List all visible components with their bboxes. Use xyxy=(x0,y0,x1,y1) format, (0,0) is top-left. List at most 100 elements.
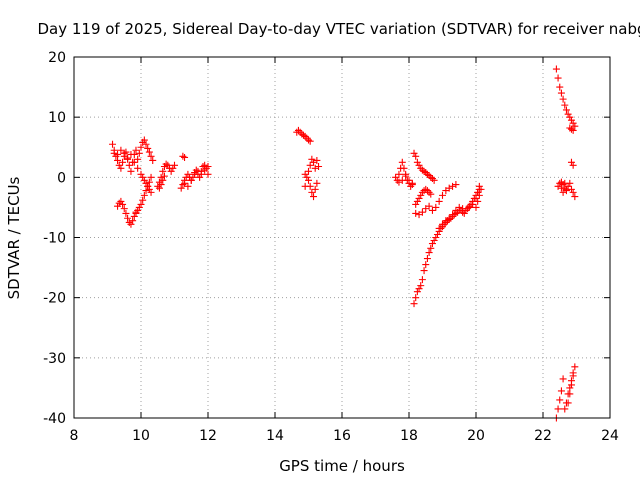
data-point xyxy=(395,170,403,178)
data-point xyxy=(428,175,436,183)
data-point xyxy=(171,161,178,169)
data-point xyxy=(571,122,579,130)
data-point xyxy=(435,224,443,232)
data-point xyxy=(160,172,168,180)
data-point xyxy=(415,161,423,169)
data-point xyxy=(567,158,575,166)
y-tick-label: 20 xyxy=(48,50,66,66)
data-point xyxy=(117,197,125,205)
data-point xyxy=(564,182,572,190)
data-point xyxy=(164,161,172,169)
data-point xyxy=(122,209,130,217)
y-tick-label: 0 xyxy=(57,170,66,186)
data-point xyxy=(569,126,577,134)
data-point xyxy=(415,194,423,202)
data-point xyxy=(181,179,189,187)
data-point xyxy=(567,125,575,133)
data-point xyxy=(557,89,565,97)
data-point xyxy=(392,173,400,181)
data-point xyxy=(139,196,147,204)
data-point xyxy=(408,181,416,189)
data-point xyxy=(433,230,441,238)
data-point xyxy=(562,106,570,114)
data-point xyxy=(398,158,406,166)
data-point xyxy=(554,182,562,190)
data-point xyxy=(566,390,574,398)
data-point xyxy=(567,116,575,124)
data-point xyxy=(132,208,140,216)
data-point xyxy=(117,146,125,154)
data-point xyxy=(449,211,457,219)
data-point xyxy=(569,161,577,169)
data-point xyxy=(407,182,415,190)
data-point xyxy=(427,190,435,198)
data-point xyxy=(306,161,314,169)
data-point xyxy=(556,83,564,91)
data-point xyxy=(559,181,567,189)
data-point xyxy=(413,197,421,205)
data-point xyxy=(413,288,421,296)
data-point xyxy=(459,205,467,213)
data-point xyxy=(567,381,575,389)
data-point xyxy=(303,173,311,181)
data-point xyxy=(305,176,312,184)
data-point xyxy=(184,170,192,178)
data-point xyxy=(311,164,319,172)
data-point xyxy=(202,164,210,172)
data-point xyxy=(430,176,438,184)
data-point xyxy=(420,167,428,175)
x-tick-label: 22 xyxy=(534,428,552,444)
data-point xyxy=(315,163,323,171)
data-point xyxy=(566,384,574,392)
data-point xyxy=(194,167,202,175)
data-point xyxy=(114,156,122,164)
data-point xyxy=(187,176,195,184)
data-point xyxy=(432,203,440,211)
data-point xyxy=(204,170,212,178)
data-point xyxy=(114,202,122,210)
chart-title: Day 119 of 2025, Sidereal Day-to-day VTE… xyxy=(37,20,640,38)
data-point xyxy=(423,187,431,195)
data-point xyxy=(114,150,122,158)
data-point xyxy=(120,205,128,213)
data-point xyxy=(418,188,426,196)
data-point xyxy=(428,206,436,214)
data-point xyxy=(296,128,304,136)
data-point xyxy=(435,197,443,205)
data-point xyxy=(564,399,572,407)
data-point xyxy=(120,149,128,157)
x-tick-label: 18 xyxy=(400,428,418,444)
data-point xyxy=(119,200,127,208)
data-point xyxy=(417,191,425,199)
data-point xyxy=(475,182,483,190)
data-point xyxy=(142,187,150,195)
data-point xyxy=(395,178,403,186)
data-point xyxy=(130,158,138,166)
data-point xyxy=(157,181,165,189)
data-point xyxy=(475,191,483,199)
data-point xyxy=(144,182,152,190)
data-points xyxy=(109,65,579,422)
data-point xyxy=(427,244,435,252)
x-tick-label: 10 xyxy=(132,428,150,444)
data-point xyxy=(412,209,420,217)
data-point xyxy=(191,170,199,178)
data-point xyxy=(569,372,577,380)
data-point xyxy=(139,173,147,181)
y-tick-label: 10 xyxy=(48,110,66,126)
data-point xyxy=(125,218,133,226)
data-point xyxy=(432,234,440,241)
grid-lines xyxy=(74,57,610,418)
data-point xyxy=(413,158,421,166)
data-point xyxy=(405,176,413,184)
data-point xyxy=(462,206,470,214)
data-point xyxy=(109,140,117,148)
x-axis-label: GPS time / hours xyxy=(279,457,405,475)
data-point xyxy=(417,282,425,290)
data-point xyxy=(159,176,167,184)
data-point xyxy=(135,203,143,211)
data-point xyxy=(559,95,567,103)
y-tick-label: -10 xyxy=(43,231,66,247)
data-point xyxy=(569,119,577,127)
